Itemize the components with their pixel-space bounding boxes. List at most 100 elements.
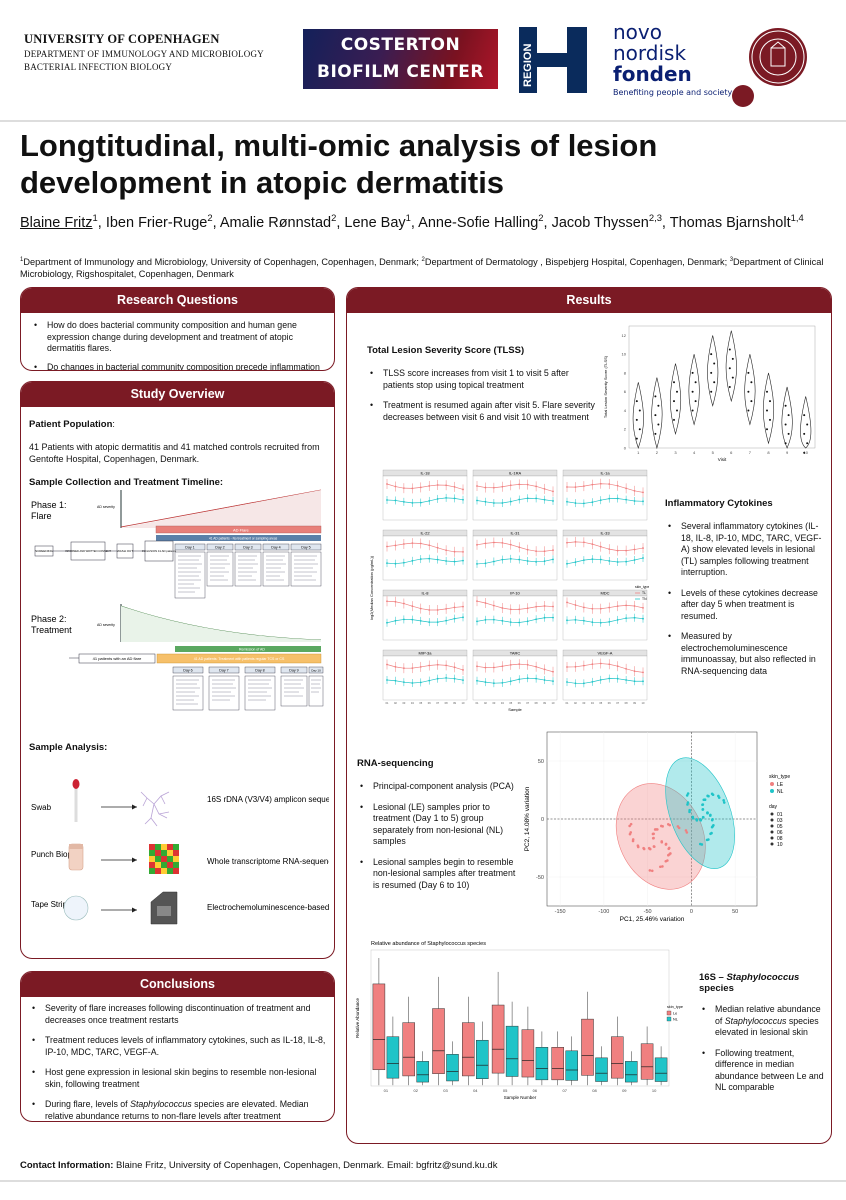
data-point [654,395,657,398]
data-point [648,869,652,872]
tick-label: 10 [652,1088,657,1093]
tick-label: 6 [730,450,733,455]
panel-area [382,595,468,641]
data-point [766,390,768,393]
data-point [659,824,663,828]
svg-text:AD severity: AD severity [97,505,115,509]
header: UNIVERSITY OF COPENHAGEN DEPARTMENT OF I… [0,0,846,122]
sample-method: 16S rDNA (V3/V4) amplicon sequencing [207,795,329,804]
data-point [635,418,638,421]
data-point [728,348,731,351]
series-line-nl [386,616,464,624]
tick-label: 7 [749,450,752,455]
tick-label: 8 [767,450,770,455]
tick-label: 07 [436,701,439,705]
data-point [676,409,678,412]
series-line-nl [566,678,644,684]
violin [632,382,644,449]
section-heading: Research Questions [21,288,334,313]
svg-text:INCLUSION 41 AD patients: INCLUSION 41 AD patients [142,549,177,553]
tick-label: 3 [674,450,677,455]
tick-label: 01 [384,1088,389,1093]
list-item: Median relative abundance of Staphylococ… [699,1004,827,1039]
data-point [685,831,689,834]
data-point [707,838,710,841]
data-point [657,404,660,407]
box-nl [386,1036,400,1079]
box-nl [654,1057,668,1082]
box-nl [535,1047,549,1081]
legend-swatch-day [770,830,774,834]
data-point [652,845,656,848]
data-point [688,810,691,814]
tick-label: 01 [566,701,569,705]
data-point [628,824,631,828]
tick-label: 4 [693,450,696,455]
tick-label: 09 [633,701,636,705]
legend-label: LE [777,782,784,788]
box-nl [476,1039,489,1079]
data-point [784,423,787,426]
svg-text:Day 5: Day 5 [301,545,310,549]
data-point [386,545,388,548]
box-le [581,1018,594,1076]
results-section: Results Total Lesion Severity Score (TLS… [346,287,832,1144]
tick-label: 9 [786,450,789,455]
rnaseq-heading: RNA-sequencing [357,758,434,769]
tick-label: 05 [419,701,422,705]
legend-title: day [769,804,778,810]
series-line-nl [566,617,644,624]
data-point [784,404,787,407]
data-point [650,869,654,873]
data-point [747,390,750,393]
svg-text:Day 4: Day 4 [271,545,280,549]
author-name: Jacob Thyssen [551,214,649,231]
panel-area [382,535,468,581]
staph-box-chart: Relative abundance of Staphylococcus spe… [355,941,683,1100]
phylogenetic-tree-icon [140,791,170,827]
legend-swatch-day [770,824,774,828]
data-point [747,371,750,374]
tick-label: 50 [538,759,544,765]
data-point [769,418,771,421]
data-point [700,843,704,846]
svg-text:SCREENING: SCREENING [35,549,54,553]
list-item: Lesional (LE) samples prior to treatment… [357,802,522,848]
tick-label: 03 [582,701,585,705]
data-point [653,828,657,831]
box-nl [446,1054,459,1082]
tick-label: -50 [644,909,652,915]
data-point [476,665,478,668]
x-axis-label: Visit [718,457,727,462]
tick-label: 10 [803,450,808,455]
data-point [636,845,640,849]
data-point [731,376,734,379]
list-item: Measured by electrochemoluminescence imm… [665,631,825,677]
series-line-nl [386,677,464,684]
data-point [676,390,678,393]
list-item: Severity of flare increases following di… [29,1003,326,1026]
panel-area [472,655,558,701]
data-point [631,839,635,843]
svg-text:Whole transcriptome RNA-sequen: Whole transcriptome RNA-sequencing [207,857,329,866]
data-point [711,817,714,821]
tick-label: 05 [599,701,602,705]
plot-area [370,949,670,1087]
legend-swatch-day [770,836,774,840]
tick-label: -100 [598,909,609,915]
violin [763,372,774,445]
data-point [386,679,388,681]
data-point [750,400,753,403]
data-point [806,423,809,426]
data-point [657,423,660,426]
panel-title: TARC [510,651,521,656]
tick-label: 06 [518,701,521,705]
tick-label: 07 [616,701,619,705]
study-overview-section: Study Overview Patient Population: 41 Pa… [20,381,335,959]
series-line-le [566,663,644,673]
data-point [660,840,664,843]
tick-label: 02 [413,1088,418,1093]
legend-swatch-le [770,782,774,786]
data-point [691,816,695,820]
